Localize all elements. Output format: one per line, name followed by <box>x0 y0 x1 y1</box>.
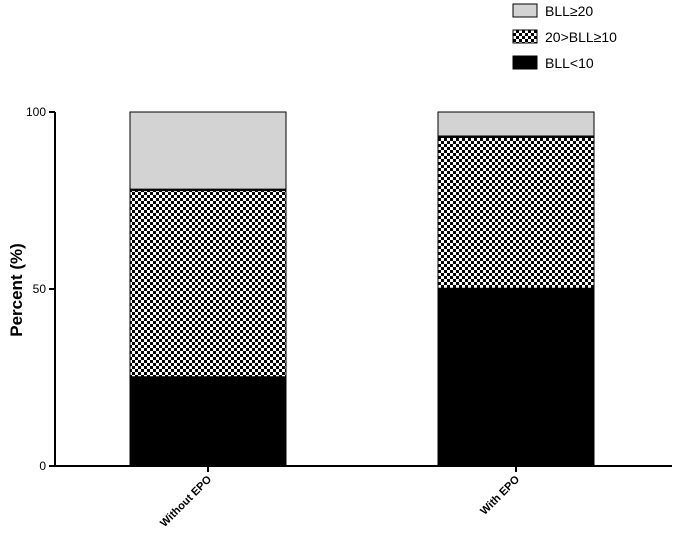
legend-swatch <box>512 29 538 44</box>
legend-label: BLL≥20 <box>545 3 593 19</box>
legend-item: BLL<10 <box>512 55 594 71</box>
legend-swatch <box>512 3 538 18</box>
y-tick-label: 100 <box>26 105 46 119</box>
bar-segment <box>129 189 287 378</box>
legend: BLL≥20 20>BLL≥10 BLL<10 <box>512 3 617 71</box>
legend-label: 20>BLL≥10 <box>545 29 617 45</box>
legend-swatch <box>512 55 538 70</box>
legend-label: BLL<10 <box>545 55 594 71</box>
y-tick-label: 0 <box>39 459 46 473</box>
legend-item: 20>BLL≥10 <box>512 29 617 45</box>
x-categories: Without EPO With EPO <box>158 466 522 530</box>
y-axis-label: Percent (%) <box>7 243 26 337</box>
bar-segment <box>437 111 595 138</box>
x-tick-label: With EPO <box>478 473 522 517</box>
bar-segment <box>437 136 595 290</box>
bar-segment <box>129 111 287 191</box>
x-tick-label: Without EPO <box>158 473 214 529</box>
bars <box>129 111 595 467</box>
bar-segment <box>437 288 595 467</box>
y-ticks: 0 50 100 <box>26 105 55 473</box>
y-tick-label: 50 <box>33 282 47 296</box>
legend-item: BLL≥20 <box>512 3 593 19</box>
bar-segment <box>129 377 287 467</box>
